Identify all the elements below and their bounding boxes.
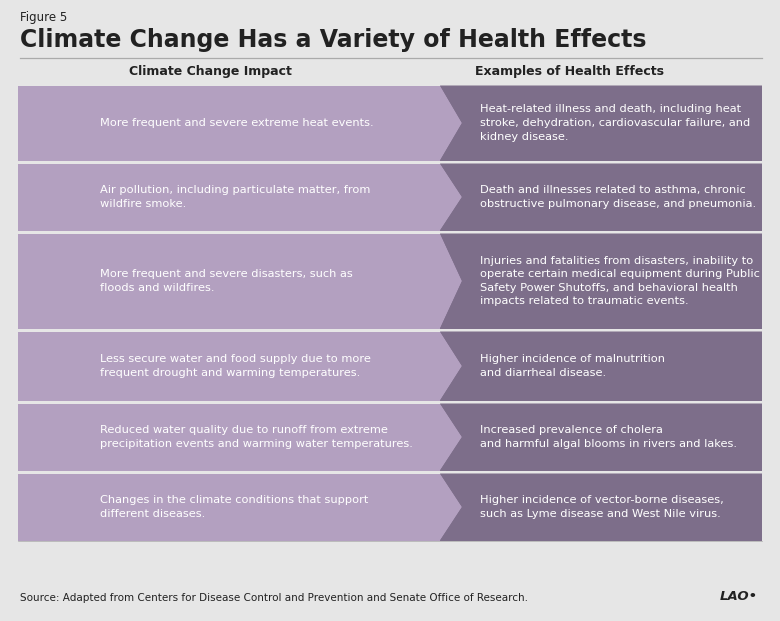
Polygon shape	[440, 473, 762, 540]
Text: Climate Change Has a Variety of Health Effects: Climate Change Has a Variety of Health E…	[20, 28, 647, 52]
Text: More frequent and severe extreme heat events.: More frequent and severe extreme heat ev…	[100, 118, 374, 128]
Polygon shape	[440, 404, 762, 471]
Text: Increased prevalence of cholera
and harmful algal blooms in rivers and lakes.: Increased prevalence of cholera and harm…	[480, 425, 737, 449]
Text: Death and illnesses related to asthma, chronic
obstructive pulmonary disease, an: Death and illnesses related to asthma, c…	[480, 185, 756, 209]
Text: Higher incidence of malnutrition
and diarrheal disease.: Higher incidence of malnutrition and dia…	[480, 354, 665, 378]
Polygon shape	[440, 332, 762, 401]
Bar	[440, 404, 762, 471]
Text: Injuries and fatalities from disasters, inability to
operate certain medical equ: Injuries and fatalities from disasters, …	[480, 256, 760, 306]
Text: More frequent and severe disasters, such as
floods and wildfires.: More frequent and severe disasters, such…	[100, 269, 353, 292]
Polygon shape	[440, 233, 462, 329]
Polygon shape	[440, 163, 462, 230]
Polygon shape	[440, 473, 462, 540]
Polygon shape	[440, 404, 462, 471]
Bar	[18, 163, 440, 230]
Text: Less secure water and food supply due to more
frequent drought and warming tempe: Less secure water and food supply due to…	[100, 354, 370, 378]
Bar	[440, 233, 762, 329]
Polygon shape	[440, 163, 762, 230]
Text: Higher incidence of vector-borne diseases,
such as Lyme disease and West Nile vi: Higher incidence of vector-borne disease…	[480, 495, 724, 519]
Bar	[18, 86, 440, 160]
Text: Heat-related illness and death, including heat
stroke, dehydration, cardiovascul: Heat-related illness and death, includin…	[480, 104, 750, 142]
Text: Changes in the climate conditions that support
different diseases.: Changes in the climate conditions that s…	[100, 495, 368, 519]
Bar	[440, 473, 762, 540]
Text: Reduced water quality due to runoff from extreme
precipitation events and warmin: Reduced water quality due to runoff from…	[100, 425, 413, 449]
Bar	[18, 233, 440, 329]
Bar	[18, 404, 440, 471]
Text: LAO•: LAO•	[720, 590, 758, 603]
Text: Figure 5: Figure 5	[20, 11, 67, 24]
Bar	[18, 332, 440, 401]
Polygon shape	[440, 332, 462, 401]
Text: Examples of Health Effects: Examples of Health Effects	[475, 65, 664, 78]
Bar	[18, 473, 440, 540]
Bar	[440, 332, 762, 401]
Text: Climate Change Impact: Climate Change Impact	[129, 65, 292, 78]
Bar	[440, 86, 762, 160]
Bar	[440, 163, 762, 230]
Text: Air pollution, including particulate matter, from
wildfire smoke.: Air pollution, including particulate mat…	[100, 185, 370, 209]
Polygon shape	[440, 86, 462, 160]
Text: Source: Adapted from Centers for Disease Control and Prevention and Senate Offic: Source: Adapted from Centers for Disease…	[20, 593, 528, 603]
Polygon shape	[440, 233, 762, 329]
Polygon shape	[440, 86, 762, 160]
